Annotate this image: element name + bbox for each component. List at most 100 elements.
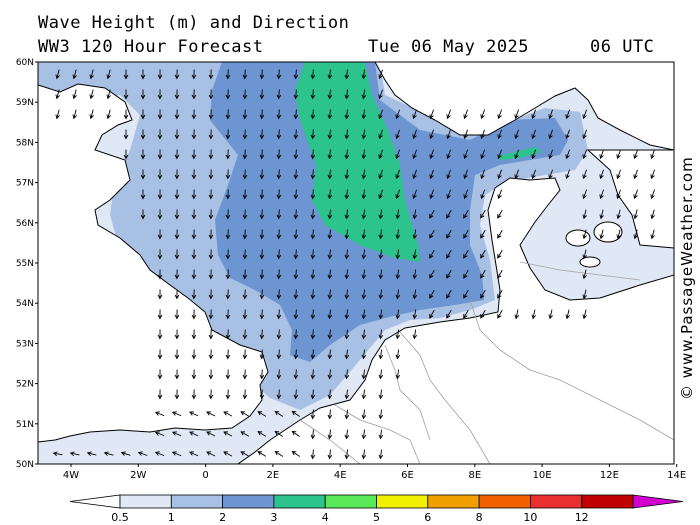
wave-arrow	[223, 431, 233, 437]
wave-arrow-head	[259, 394, 265, 400]
wave-arrow-head	[327, 154, 333, 160]
wave-arrow-head	[123, 74, 129, 80]
wave-arrow	[480, 249, 486, 259]
wave-arrow	[447, 189, 451, 199]
wave-arrow-head	[225, 134, 231, 140]
wave-arrow	[295, 389, 297, 399]
wave-arrow-head	[106, 74, 111, 80]
wave-arrow	[312, 249, 314, 259]
wave-arrow-head	[174, 334, 180, 340]
wave-arrow	[329, 129, 331, 139]
wave-arrow	[278, 209, 280, 219]
wave-arrow	[346, 369, 348, 379]
wave-arrow-head	[463, 213, 468, 219]
colorbar: 0.5 1 2 3 4 5 6 8 10 12	[69, 494, 684, 524]
wave-arrow-head	[395, 174, 400, 180]
wave-arrow	[56, 109, 60, 119]
wave-arrow	[312, 369, 314, 379]
lon-label: 6E	[401, 470, 414, 481]
wave-arrow	[346, 109, 348, 119]
wave-arrow-head	[531, 114, 536, 120]
wave-arrow	[261, 109, 263, 119]
wave-arrow	[447, 149, 451, 159]
wave-arrow-head	[633, 194, 638, 200]
wave-arrow-head	[291, 450, 297, 456]
lat-label: 56N	[16, 219, 34, 229]
wave-arrow	[413, 109, 417, 119]
wave-arrow-head	[378, 434, 384, 440]
wave-arrow-head	[344, 414, 350, 420]
wave-arrow-head	[140, 154, 146, 160]
wave-arrow	[329, 209, 331, 219]
wave-arrow-head	[344, 74, 350, 80]
wave-arrow	[346, 289, 348, 299]
wave-arrow-head	[154, 411, 160, 416]
wave-arrow-head	[259, 354, 265, 360]
wave-arrow-head	[191, 354, 197, 360]
wave-arrow-head	[310, 154, 316, 160]
wave-arrow	[447, 169, 451, 179]
wave-arrow-head	[208, 134, 214, 140]
wave-arrow-head	[548, 154, 553, 160]
wave-arrow-head	[344, 454, 350, 460]
wave-arrow-head	[276, 254, 282, 260]
wave-arrow-head	[293, 174, 299, 180]
wave-arrow	[532, 149, 536, 159]
wave-arrow-head	[463, 194, 468, 200]
colorbar-segment	[581, 494, 634, 509]
colorbar-label: 3	[270, 511, 277, 524]
wave-arrow	[244, 329, 246, 339]
wave-arrow-head	[310, 194, 316, 200]
wave-arrow-head	[344, 314, 350, 320]
wave-arrow-head	[310, 74, 316, 80]
wave-arrow-head	[140, 214, 146, 220]
land-norway	[374, 62, 674, 151]
wave-arrow-head	[327, 314, 333, 320]
wave-arrow-head	[361, 314, 367, 320]
wave-arrow	[312, 289, 314, 299]
wave-arrow-head	[463, 134, 468, 140]
wave-arrow	[463, 249, 469, 259]
wave-arrow	[363, 229, 365, 239]
wave-arrow	[329, 449, 331, 459]
wave-arrow-head	[123, 134, 129, 140]
wave-arrow	[413, 269, 417, 279]
wave-arrow	[396, 229, 400, 239]
wave-arrow-head	[344, 354, 350, 360]
credit-watermark: © www.PassageWeather.com	[678, 156, 696, 400]
wave-arrow-head	[344, 254, 350, 260]
wave-arrow-head	[378, 314, 384, 320]
wave-arrow-head	[616, 194, 621, 200]
wave-arrow-head	[293, 74, 299, 80]
wave-arrow	[413, 289, 417, 299]
wave-arrow	[329, 389, 331, 399]
wave-arrow-head	[276, 174, 282, 180]
lon-label: 14E	[667, 470, 686, 481]
wave-arrow-head	[327, 354, 333, 360]
lat-label: 55N	[16, 259, 34, 269]
wave-arrow-head	[174, 114, 180, 120]
wave-arrow	[261, 289, 263, 299]
wave-arrow-head	[154, 451, 160, 456]
wave-arrow-head	[480, 213, 485, 219]
wave-arrow-head	[361, 354, 367, 360]
wave-arrow-head	[242, 94, 248, 100]
wave-arrow	[600, 189, 604, 199]
wave-arrow	[346, 69, 348, 79]
wave-arrow	[346, 149, 348, 159]
colorbar-segment	[376, 494, 429, 509]
wave-arrow	[261, 349, 263, 359]
wave-arrow-head	[293, 94, 299, 100]
wave-arrow-head	[446, 233, 451, 239]
wave-arrow-head	[650, 194, 655, 200]
wave-arrow-head	[361, 134, 367, 140]
wave-arrow	[240, 451, 250, 457]
wave-arrow	[70, 452, 80, 456]
colorbar-label: 2	[219, 511, 226, 524]
wave-arrow	[379, 109, 383, 119]
wave-arrow-head	[257, 411, 263, 416]
forecast-time: 06 UTC	[590, 37, 655, 57]
wave-arrow	[363, 329, 365, 339]
wave-arrow	[278, 149, 280, 159]
wave-arrow	[107, 109, 111, 119]
